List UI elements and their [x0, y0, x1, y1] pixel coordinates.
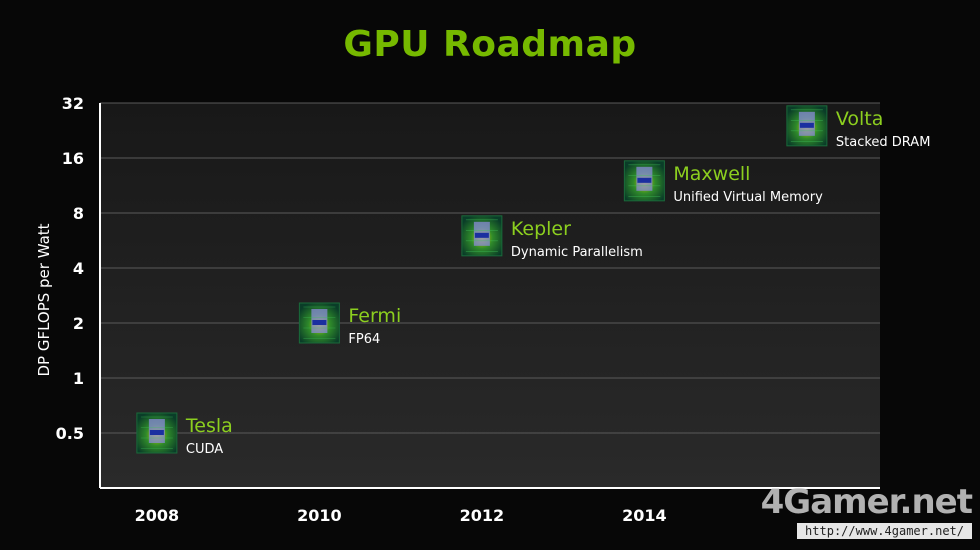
watermark-url: http://www.4gamer.net/ — [797, 523, 972, 539]
chart-title: GPU Roadmap — [343, 24, 637, 65]
point-feature-label: FP64 — [348, 332, 380, 347]
y-tick-label: 0.5 — [56, 424, 84, 443]
point-name-label: Tesla — [185, 415, 233, 437]
point-feature-label: Stacked DRAM — [836, 135, 931, 150]
y-tick-label: 4 — [73, 259, 84, 278]
data-point: Kepler Dynamic Parallelism — [461, 215, 643, 260]
point-name-label: Maxwell — [673, 163, 750, 185]
watermark-logo: 4Gamer.net — [760, 482, 973, 522]
watermark: 4Gamer.net http://www.4gamer.net/ — [760, 482, 973, 539]
y-tick-label: 2 — [73, 314, 84, 333]
data-point: Fermi FP64 — [298, 302, 401, 347]
y-tick-label: 32 — [62, 94, 84, 113]
y-tick-label: 16 — [62, 149, 84, 168]
gpu-chip-core — [637, 177, 652, 183]
plot-area — [100, 103, 880, 488]
y-tick-label: 1 — [73, 369, 84, 388]
point-name-label: Kepler — [511, 218, 571, 240]
x-tick-label: 2012 — [460, 506, 505, 525]
data-point: Volta Stacked DRAM — [786, 105, 931, 150]
point-feature-label: CUDA — [186, 442, 223, 457]
data-point: Maxwell Unified Virtual Memory — [623, 160, 823, 205]
y-tick-label: 8 — [73, 204, 84, 223]
gpu-chip-core — [799, 122, 814, 128]
gpu-chip-core — [312, 320, 327, 325]
point-name-label: Fermi — [348, 305, 401, 327]
point-name-label: Volta — [836, 108, 884, 130]
x-tick-label: 2014 — [622, 506, 667, 525]
point-feature-label: Unified Virtual Memory — [673, 190, 823, 205]
x-tick-label: 2008 — [135, 506, 180, 525]
point-feature-label: Dynamic Parallelism — [511, 245, 643, 260]
gpu-chip-core — [474, 232, 489, 238]
data-point: Tesla CUDA — [136, 412, 233, 457]
gpu-chip-core — [149, 430, 164, 435]
x-tick-label: 2010 — [297, 506, 342, 525]
